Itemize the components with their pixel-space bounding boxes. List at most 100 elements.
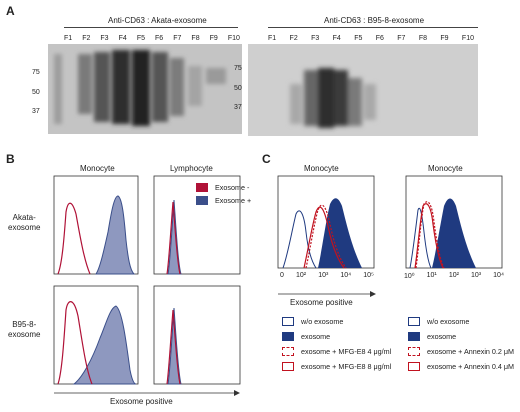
legend-swatch-annexin02	[408, 346, 420, 356]
legend-item-exosome: exosome	[408, 329, 456, 343]
legend-item-neg: Exosome -	[196, 180, 249, 194]
hist-c-left-mfg4	[305, 204, 347, 269]
row-label-line: exosome	[8, 330, 41, 339]
panel-a-letter: A	[6, 4, 15, 18]
blot2-fraction-row: F1 F2 F3 F4 F5 F6 F7 F8 F9 F10	[268, 35, 474, 42]
fraction-label: F1	[268, 35, 277, 42]
hist-c-right-annexin04	[414, 203, 444, 269]
legend-swatch-exosome	[408, 331, 420, 341]
fraction-label: F3	[311, 35, 320, 42]
panel-c-left-ticks: 0 10² 10³ 10⁴ 10⁵	[280, 272, 374, 279]
blot1-smear	[54, 50, 226, 126]
panel-b-letter: B	[6, 152, 15, 166]
panel-b-row1-label: Akata- exosome	[8, 213, 40, 233]
panel-b-legend: Exosome - Exosome +	[196, 180, 258, 208]
legend-swatch-neg	[196, 182, 208, 192]
legend-swatch-exosome	[282, 331, 294, 341]
fraction-label: F10	[461, 35, 474, 42]
blot1-marker-75: 75	[32, 69, 40, 76]
hist-b-mono-akata-neg	[57, 202, 91, 275]
hist-c-right-exosome	[432, 198, 476, 268]
legend-label: exosome + Annexin 0.2 μM	[427, 346, 515, 356]
fraction-label: F2	[289, 35, 298, 42]
legend-label: exosome + Annexin 0.4 μM	[427, 361, 515, 371]
legend-swatch-mfg4	[282, 346, 294, 356]
fraction-label: F7	[397, 35, 406, 42]
hist-b-lymph-b95-neg	[166, 309, 181, 385]
tick-label: 10⁴	[493, 272, 504, 279]
tick-label: 10⁵	[363, 272, 374, 279]
blot2-image	[248, 44, 478, 136]
panel-b-xlabel: Exosome positive	[110, 397, 173, 406]
hist-b-mono-b95-pos	[72, 305, 137, 385]
hist-b-lymph-akata	[153, 175, 241, 275]
tick-label: 10⁰	[404, 273, 415, 280]
panel-c-col-title-left: Monocyte	[304, 164, 339, 173]
fraction-label: F6	[155, 35, 164, 42]
legend-item-annexin02: exosome + Annexin 0.2 μM	[408, 344, 514, 358]
tick-label: 0	[280, 272, 284, 279]
blot1-marker-50: 50	[32, 89, 40, 96]
fraction-label: F9	[440, 35, 449, 42]
blot2-marker-50: 50	[234, 85, 242, 92]
legend-label: exosome	[427, 331, 457, 341]
blot1-marker-37: 37	[32, 108, 40, 115]
hist-b-lymph-akata-neg	[166, 201, 181, 275]
legend-swatch-wo	[408, 316, 420, 326]
blot2-marker-37: 37	[234, 104, 242, 111]
blot1-bands	[48, 44, 242, 134]
panel-b-row2-label: B95-8- exosome	[8, 320, 40, 340]
fraction-label: F5	[136, 35, 145, 42]
blot1-title-underline	[64, 27, 238, 28]
legend-label: w/o exosome	[427, 316, 470, 326]
tick-label: 10¹	[426, 272, 437, 279]
blot1-fraction-row: F1 F2 F3 F4 F5 F6 F7 F8 F9 F10	[64, 35, 240, 42]
hist-c-right-wo	[409, 207, 432, 269]
blot1-title: Anti-CD63 : Akata-exosome	[108, 16, 207, 25]
fraction-label: F6	[375, 35, 384, 42]
hist-b-mono-b95-neg	[57, 301, 93, 385]
legend-label: exosome + MFG-E8 4 μg/ml	[301, 346, 392, 356]
blot2-title: Anti-CD63 : B95-8-exosome	[324, 16, 425, 25]
fraction-label: F9	[209, 35, 218, 42]
legend-swatch-pos	[196, 195, 208, 205]
fraction-label: F4	[332, 35, 341, 42]
legend-item-mfg8: exosome + MFG-E8 8 μg/ml	[282, 359, 391, 373]
legend-item-wo: w/o exosome	[408, 314, 469, 328]
arrow-head-icon	[370, 291, 376, 297]
tick-label: 10²	[295, 272, 307, 279]
fraction-label: F8	[191, 35, 200, 42]
legend-label: Exosome -	[215, 182, 250, 192]
row-label-line: B95-8-	[12, 320, 37, 329]
panel-b-col-title-lymphocyte: Lymphocyte	[170, 164, 213, 173]
panel-b-col-title-monocyte: Monocyte	[80, 164, 115, 173]
row-label-line: exosome	[8, 223, 41, 232]
legend-item-wo: w/o exosome	[282, 314, 343, 328]
blot1-image	[48, 44, 242, 134]
legend-label: exosome	[301, 331, 331, 341]
legend-label: exosome + MFG-E8 8 μg/ml	[301, 361, 392, 371]
fraction-label: F8	[418, 35, 427, 42]
panel-c-col-title-right: Monocyte	[428, 164, 463, 173]
panel-c-legend-left: w/o exosome exosome exosome + MFG-E8 4 μ…	[282, 314, 422, 374]
panel-c-letter: C	[262, 152, 271, 166]
fraction-label: F7	[173, 35, 182, 42]
fraction-label: F3	[100, 35, 109, 42]
hist-b-mono-akata-pos	[95, 195, 136, 275]
arrow-head-icon	[234, 390, 240, 396]
tick-label: 10³	[470, 272, 482, 279]
legend-label: w/o exosome	[301, 316, 344, 326]
blot2-title-underline	[268, 27, 478, 28]
hist-c-left-mfg8	[303, 206, 345, 269]
legend-swatch-mfg8	[282, 361, 294, 371]
hist-c-left-exosome	[318, 198, 362, 268]
hist-b-lymph-b95	[153, 285, 241, 385]
legend-item-exosome: exosome	[282, 329, 330, 343]
fraction-label: F10	[227, 35, 240, 42]
row-label-line: Akata-	[12, 213, 36, 222]
panel-c-right-ticks: 10⁰ 10¹ 10² 10³ 10⁴	[404, 272, 504, 280]
fraction-label: F5	[354, 35, 363, 42]
tick-label: 10²	[448, 272, 459, 279]
